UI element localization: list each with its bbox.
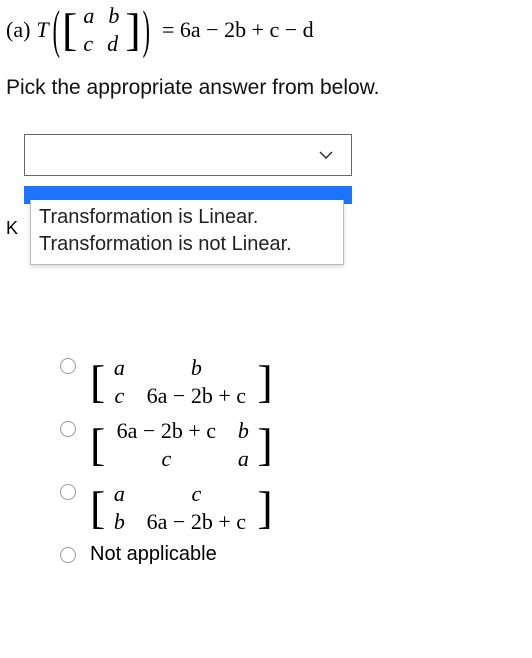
- radio-1[interactable]: [60, 358, 76, 374]
- equation-rhs: = 6a − 2b + c − d: [162, 19, 314, 41]
- matrix-option-3: [ a c b 6a − 2b + c ]: [90, 480, 273, 535]
- option-row-2: [ 6a − 2b + c b c a ]: [60, 417, 273, 472]
- o2-r1c1: 6a − 2b + c: [111, 417, 221, 445]
- m-r1c1: a: [83, 2, 94, 30]
- option-row-4: Not applicable: [60, 543, 273, 566]
- radio-2[interactable]: [60, 421, 76, 437]
- stray-char: K: [6, 218, 18, 239]
- dropdown-option-not-linear[interactable]: Transformation is not Linear.: [39, 231, 335, 258]
- small-matrix: [ a b c d ]: [62, 2, 141, 57]
- dropdown-panel: Transformation is Linear. Transformation…: [30, 200, 344, 265]
- o1-r1c1: a: [111, 354, 127, 382]
- o2-r1c2: b: [235, 417, 251, 445]
- prompt-text: Pick the appropriate answer from below.: [6, 76, 380, 100]
- radio-4[interactable]: [60, 547, 76, 563]
- o3-r2c1: b: [111, 508, 127, 536]
- o1-r2c1: c: [111, 382, 127, 410]
- matrix-option-2: [ 6a − 2b + c b c a ]: [90, 417, 273, 472]
- matrix-option-1: [ a b c 6a − 2b + c ]: [90, 354, 273, 409]
- bracket-left: [: [90, 359, 105, 405]
- dropdown-option-linear[interactable]: Transformation is Linear.: [39, 204, 335, 231]
- o1-r2c2: 6a − 2b + c: [141, 382, 251, 410]
- m-r1c2: b: [108, 2, 119, 30]
- part-label: (a): [6, 19, 30, 41]
- matrix-options: [ a b c 6a − 2b + c ] [ 6a − 2b + c b: [60, 354, 273, 574]
- bracket-right: ]: [257, 422, 272, 468]
- paren-left: (: [53, 3, 60, 56]
- o3-r1c2: c: [141, 480, 251, 508]
- m-r2c1: c: [83, 30, 93, 58]
- m-r2c2: d: [107, 30, 118, 58]
- bracket-right: ]: [257, 485, 272, 531]
- bracket-right: ]: [257, 359, 272, 405]
- transform-T: T: [36, 19, 48, 41]
- o3-r2c2: 6a − 2b + c: [141, 508, 251, 536]
- o3-r1c1: a: [111, 480, 127, 508]
- option-row-1: [ a b c 6a − 2b + c ]: [60, 354, 273, 409]
- chevron-down-icon: [319, 151, 333, 159]
- question-equation: (a) T ( [ a b c d ] ) = 6a − 2b + c − d: [6, 2, 314, 57]
- bracket-left: [: [90, 485, 105, 531]
- bracket-right: ]: [125, 7, 140, 53]
- o2-r2c1: c: [111, 445, 221, 473]
- bracket-left: [: [90, 422, 105, 468]
- radio-3[interactable]: [60, 484, 76, 500]
- option-row-3: [ a c b 6a − 2b + c ]: [60, 480, 273, 535]
- answer-select[interactable]: [24, 134, 352, 176]
- o1-r1c2: b: [141, 354, 251, 382]
- o2-r2c2: a: [235, 445, 251, 473]
- paren-right: ): [143, 3, 150, 56]
- bracket-left: [: [62, 7, 77, 53]
- not-applicable-label: Not applicable: [90, 543, 217, 566]
